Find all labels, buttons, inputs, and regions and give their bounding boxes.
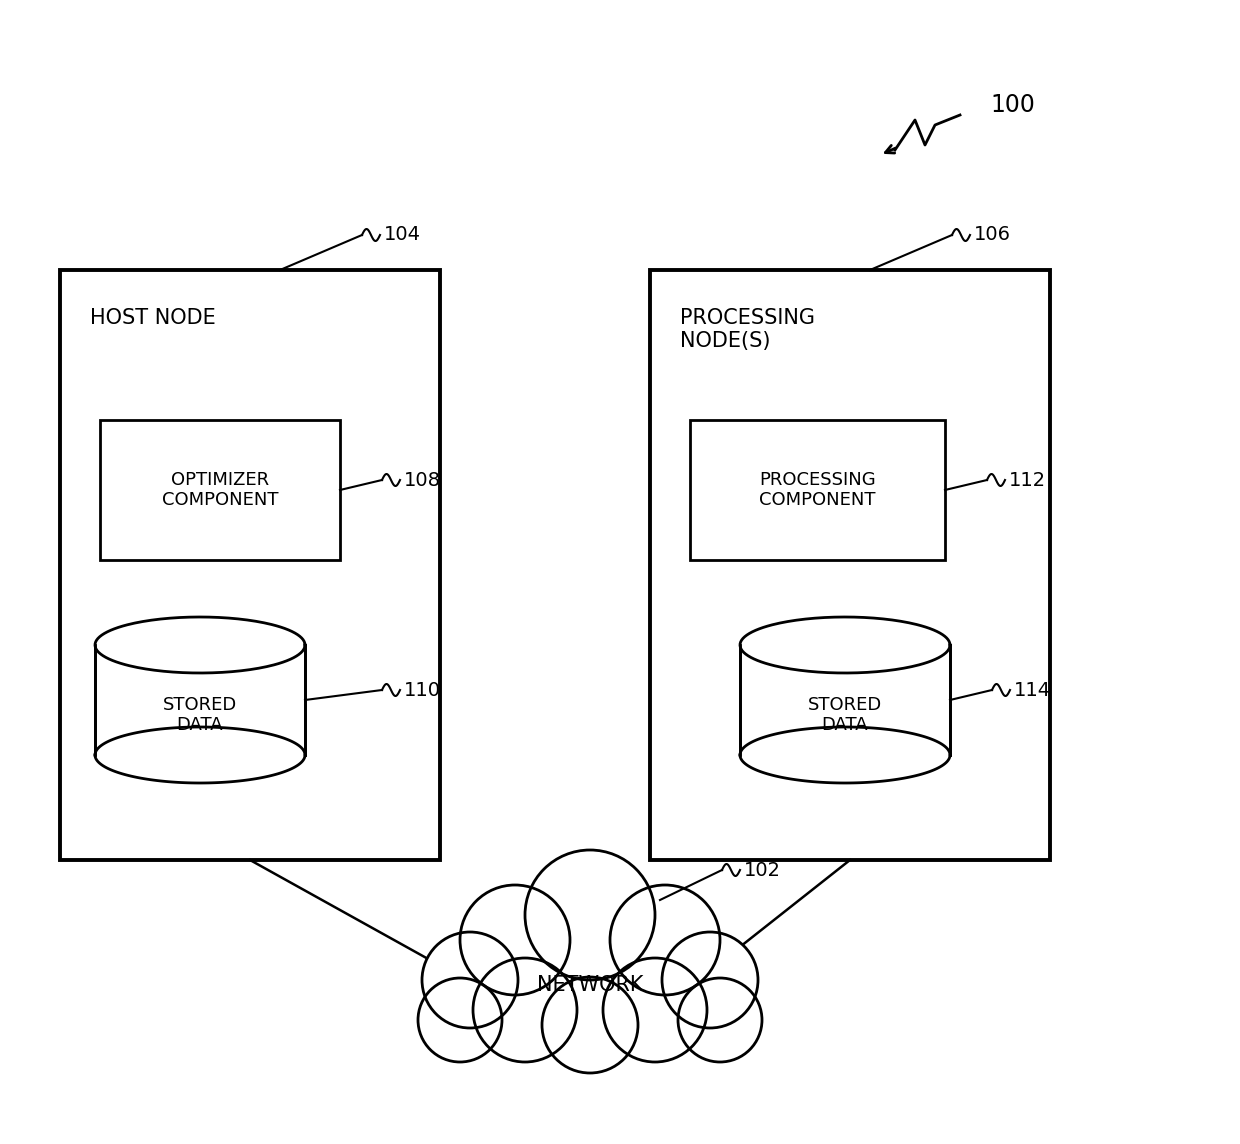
- Ellipse shape: [542, 977, 639, 1073]
- Bar: [95, 645, 305, 755]
- Ellipse shape: [460, 885, 570, 995]
- Polygon shape: [95, 726, 305, 782]
- Text: 102: 102: [744, 860, 781, 880]
- Text: NETWORK: NETWORK: [537, 975, 644, 995]
- Text: STORED
DATA: STORED DATA: [808, 696, 882, 734]
- Polygon shape: [740, 617, 950, 673]
- Text: 112: 112: [1009, 470, 1047, 490]
- Bar: [100, 420, 340, 561]
- Text: 100: 100: [990, 93, 1035, 117]
- Ellipse shape: [678, 978, 763, 1062]
- Text: 108: 108: [404, 470, 441, 490]
- Text: 110: 110: [404, 681, 441, 699]
- Ellipse shape: [610, 885, 720, 995]
- Text: HOST NODE: HOST NODE: [91, 308, 216, 328]
- Bar: [650, 270, 1050, 860]
- Text: PROCESSING
COMPONENT: PROCESSING COMPONENT: [759, 470, 875, 509]
- Text: 114: 114: [1014, 681, 1052, 699]
- Ellipse shape: [662, 932, 758, 1028]
- Text: OPTIMIZER
COMPONENT: OPTIMIZER COMPONENT: [161, 470, 278, 509]
- Polygon shape: [740, 726, 950, 782]
- Ellipse shape: [418, 978, 502, 1062]
- Text: 106: 106: [973, 225, 1011, 245]
- Text: PROCESSING
NODE(S): PROCESSING NODE(S): [680, 308, 815, 351]
- Text: STORED
DATA: STORED DATA: [162, 696, 237, 734]
- Polygon shape: [95, 617, 305, 673]
- Bar: [60, 270, 440, 860]
- Ellipse shape: [603, 958, 707, 1062]
- Text: 104: 104: [384, 225, 422, 245]
- Ellipse shape: [525, 850, 655, 980]
- Bar: [689, 420, 945, 561]
- Ellipse shape: [422, 932, 518, 1028]
- Bar: [740, 645, 950, 755]
- Ellipse shape: [472, 958, 577, 1062]
